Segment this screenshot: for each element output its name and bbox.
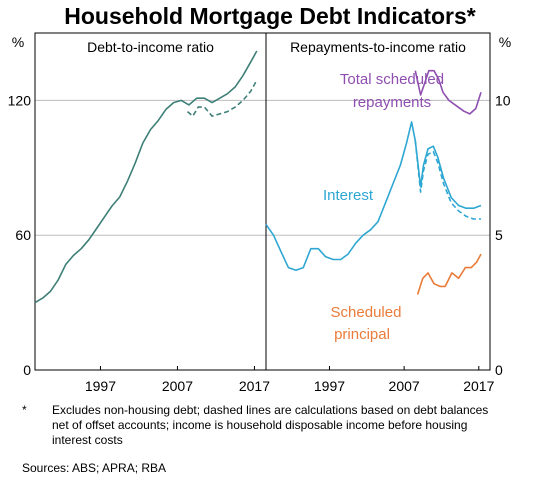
y-tick-label-right: 5	[495, 227, 503, 243]
chart-title: Household Mortgage Debt Indicators*	[64, 3, 476, 29]
x-tick-label: 1997	[314, 378, 345, 394]
y-tick-label-left: 120	[8, 92, 32, 108]
series-annotation-principal: Scheduled	[331, 304, 402, 321]
series-lines	[34, 50, 482, 304]
gridlines	[35, 99, 490, 236]
x-tick-label: 1997	[85, 378, 116, 394]
panel-title-2: Repayments-to-income ratio	[290, 39, 466, 55]
x-tick-label: 2017	[239, 378, 270, 394]
panel-frames	[34, 32, 491, 371]
series-line-total-solid	[414, 69, 482, 115]
series-annotation-interest: Interest	[323, 187, 374, 204]
x-tick-label: 2017	[463, 378, 494, 394]
chart-frame	[34, 32, 491, 371]
series-line-interest-solid	[265, 121, 482, 272]
x-tick-label: 2007	[162, 378, 193, 394]
footnote-marker: *	[22, 403, 27, 417]
y-unit-label-right: %	[499, 34, 511, 50]
sources-note: Sources: ABS; APRA; RBA	[22, 461, 167, 475]
y-tick-label-left: 60	[15, 227, 31, 243]
series-line-debt-dashed	[186, 79, 258, 117]
panel-title-1: Debt-to-income ratio	[87, 39, 214, 55]
chart-labels: 1997 2007 2017 Debt-to-income ratio 1997 2007…	[8, 34, 512, 394]
y-unit-label-left: %	[12, 34, 24, 50]
series-line-debt-solid	[34, 50, 258, 304]
series-line-principal-solid	[416, 253, 482, 295]
y-tick-label-right: 0	[495, 362, 503, 378]
y-tick-label-left: 0	[23, 362, 31, 378]
series-line-interest-dashed	[414, 140, 481, 220]
series-annotation-total: Total scheduled	[340, 71, 444, 88]
x-tick-label: 2007	[389, 378, 420, 394]
footnote-text: Excludes non-housing debt; dashed lines …	[52, 403, 489, 447]
series-annotation-principal: principal	[334, 326, 390, 343]
y-tick-label-right: 10	[495, 92, 511, 108]
series-annotation-total: repayments	[353, 94, 431, 111]
